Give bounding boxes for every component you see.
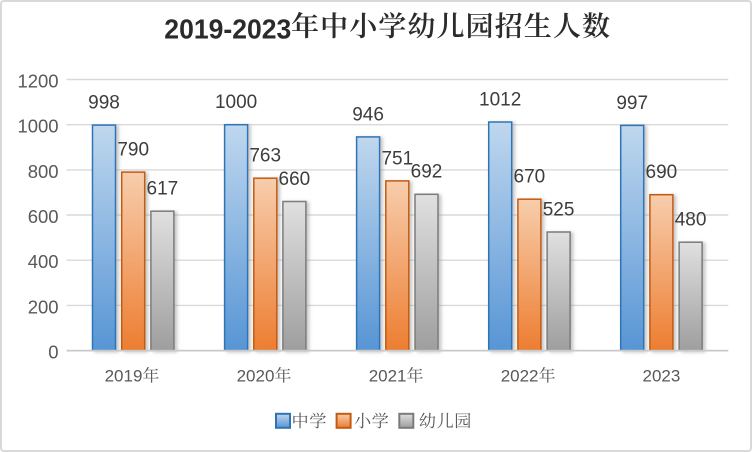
svg-text:2021: 2021 xyxy=(369,367,407,386)
svg-text:2023: 2023 xyxy=(642,367,680,386)
svg-text:1000: 1000 xyxy=(215,92,257,113)
svg-text:1200: 1200 xyxy=(17,71,58,92)
svg-text:763: 763 xyxy=(249,146,281,167)
svg-text:998: 998 xyxy=(88,93,120,114)
svg-text:790: 790 xyxy=(117,140,149,161)
svg-text:1012: 1012 xyxy=(479,89,521,110)
svg-text:692: 692 xyxy=(411,162,443,183)
svg-text:751: 751 xyxy=(381,148,413,169)
svg-text:800: 800 xyxy=(28,161,59,182)
svg-text:2019: 2019 xyxy=(105,367,143,386)
svg-text:617: 617 xyxy=(147,179,179,200)
svg-text:660: 660 xyxy=(279,169,311,190)
svg-text:1000: 1000 xyxy=(17,116,58,137)
svg-text:690: 690 xyxy=(646,162,678,183)
svg-text:525: 525 xyxy=(543,199,575,220)
svg-text:0: 0 xyxy=(48,342,58,363)
svg-text:2019-2023: 2019-2023 xyxy=(164,14,291,45)
svg-text:480: 480 xyxy=(675,210,707,231)
svg-text:997: 997 xyxy=(616,93,648,114)
svg-text:600: 600 xyxy=(28,206,59,227)
svg-text:2022: 2022 xyxy=(501,367,539,386)
svg-text:946: 946 xyxy=(352,104,384,125)
svg-text:670: 670 xyxy=(514,167,546,188)
svg-text:400: 400 xyxy=(28,251,59,272)
svg-text:2020: 2020 xyxy=(237,367,275,386)
svg-text:200: 200 xyxy=(28,296,59,317)
